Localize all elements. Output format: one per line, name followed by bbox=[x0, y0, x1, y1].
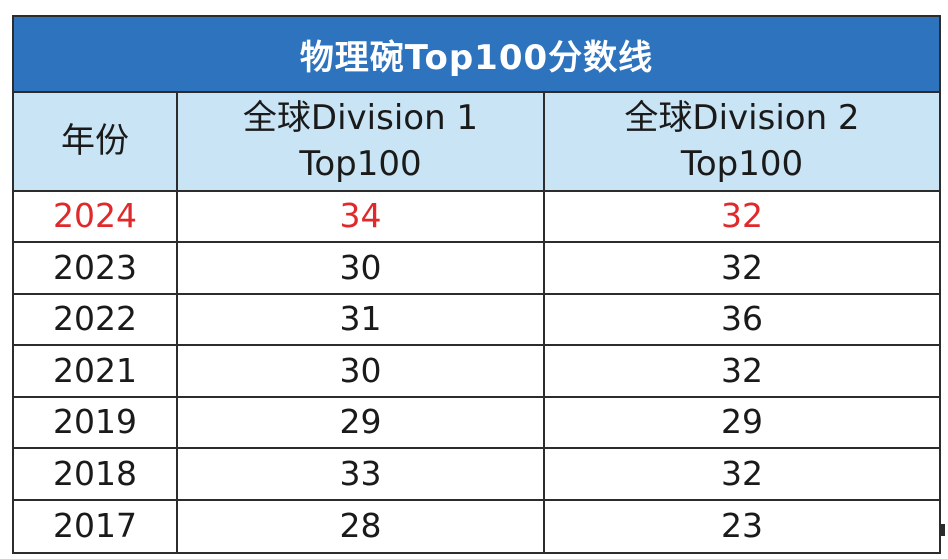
table-row: 2018 33 32 bbox=[14, 449, 939, 501]
header-division-2-line2: Top100 bbox=[680, 143, 804, 184]
table-title: 物理碗Top100分数线 bbox=[14, 17, 939, 94]
cell-division-1: 28 bbox=[176, 500, 543, 552]
cell-division-2: 32 bbox=[543, 449, 939, 499]
cell-division-1: 33 bbox=[176, 449, 543, 499]
table-row: 2024 34 32 bbox=[14, 192, 939, 244]
header-division-1-line2: Top100 bbox=[299, 143, 422, 184]
cell-year: 2022 bbox=[53, 299, 137, 339]
header-division-1: 全球Division 1 Top100 bbox=[176, 93, 543, 191]
cell-year: 2019 bbox=[53, 402, 137, 442]
cell-division-2: 23 bbox=[543, 500, 939, 552]
cell-year: 2023 bbox=[53, 247, 137, 287]
header-row: 年份 全球Division 1 Top100 全球Division 2 Top1… bbox=[14, 93, 939, 193]
cell-division-2: 36 bbox=[543, 294, 939, 345]
cell-division-2: 29 bbox=[543, 397, 939, 448]
table-row: 2017 28 23 bbox=[14, 500, 939, 552]
header-division-2: 全球Division 2 Top100 bbox=[543, 93, 939, 191]
cell-year: 2018 bbox=[53, 453, 137, 493]
header-division-1-line1: 全球Division 1 bbox=[242, 97, 479, 138]
table-row: 2019 29 29 bbox=[14, 397, 939, 450]
cell-year: 2021 bbox=[53, 350, 137, 390]
header-division-2-line1: 全球Division 2 bbox=[624, 97, 860, 138]
cell-division-1: 31 bbox=[176, 294, 543, 345]
cell-year: 2024 bbox=[53, 196, 137, 236]
cell-division-2: 32 bbox=[543, 346, 939, 396]
cell-division-1: 30 bbox=[176, 346, 543, 396]
cell-division-1: 29 bbox=[176, 397, 543, 448]
table-row: 2022 31 36 bbox=[14, 294, 939, 347]
table-row: 2023 30 32 bbox=[14, 243, 939, 295]
cell-division-2: 32 bbox=[543, 192, 939, 242]
cell-division-1: 30 bbox=[176, 243, 543, 293]
cell-division-2: 32 bbox=[543, 243, 939, 293]
header-year: 年份 bbox=[61, 120, 129, 161]
cell-division-1: 34 bbox=[176, 192, 543, 242]
edge-mark bbox=[941, 524, 945, 536]
table-row: 2021 30 32 bbox=[14, 346, 939, 398]
cell-year: 2017 bbox=[53, 505, 137, 545]
score-table: 物理碗Top100分数线 年份 全球Division 1 Top100 全球Di… bbox=[12, 15, 941, 554]
